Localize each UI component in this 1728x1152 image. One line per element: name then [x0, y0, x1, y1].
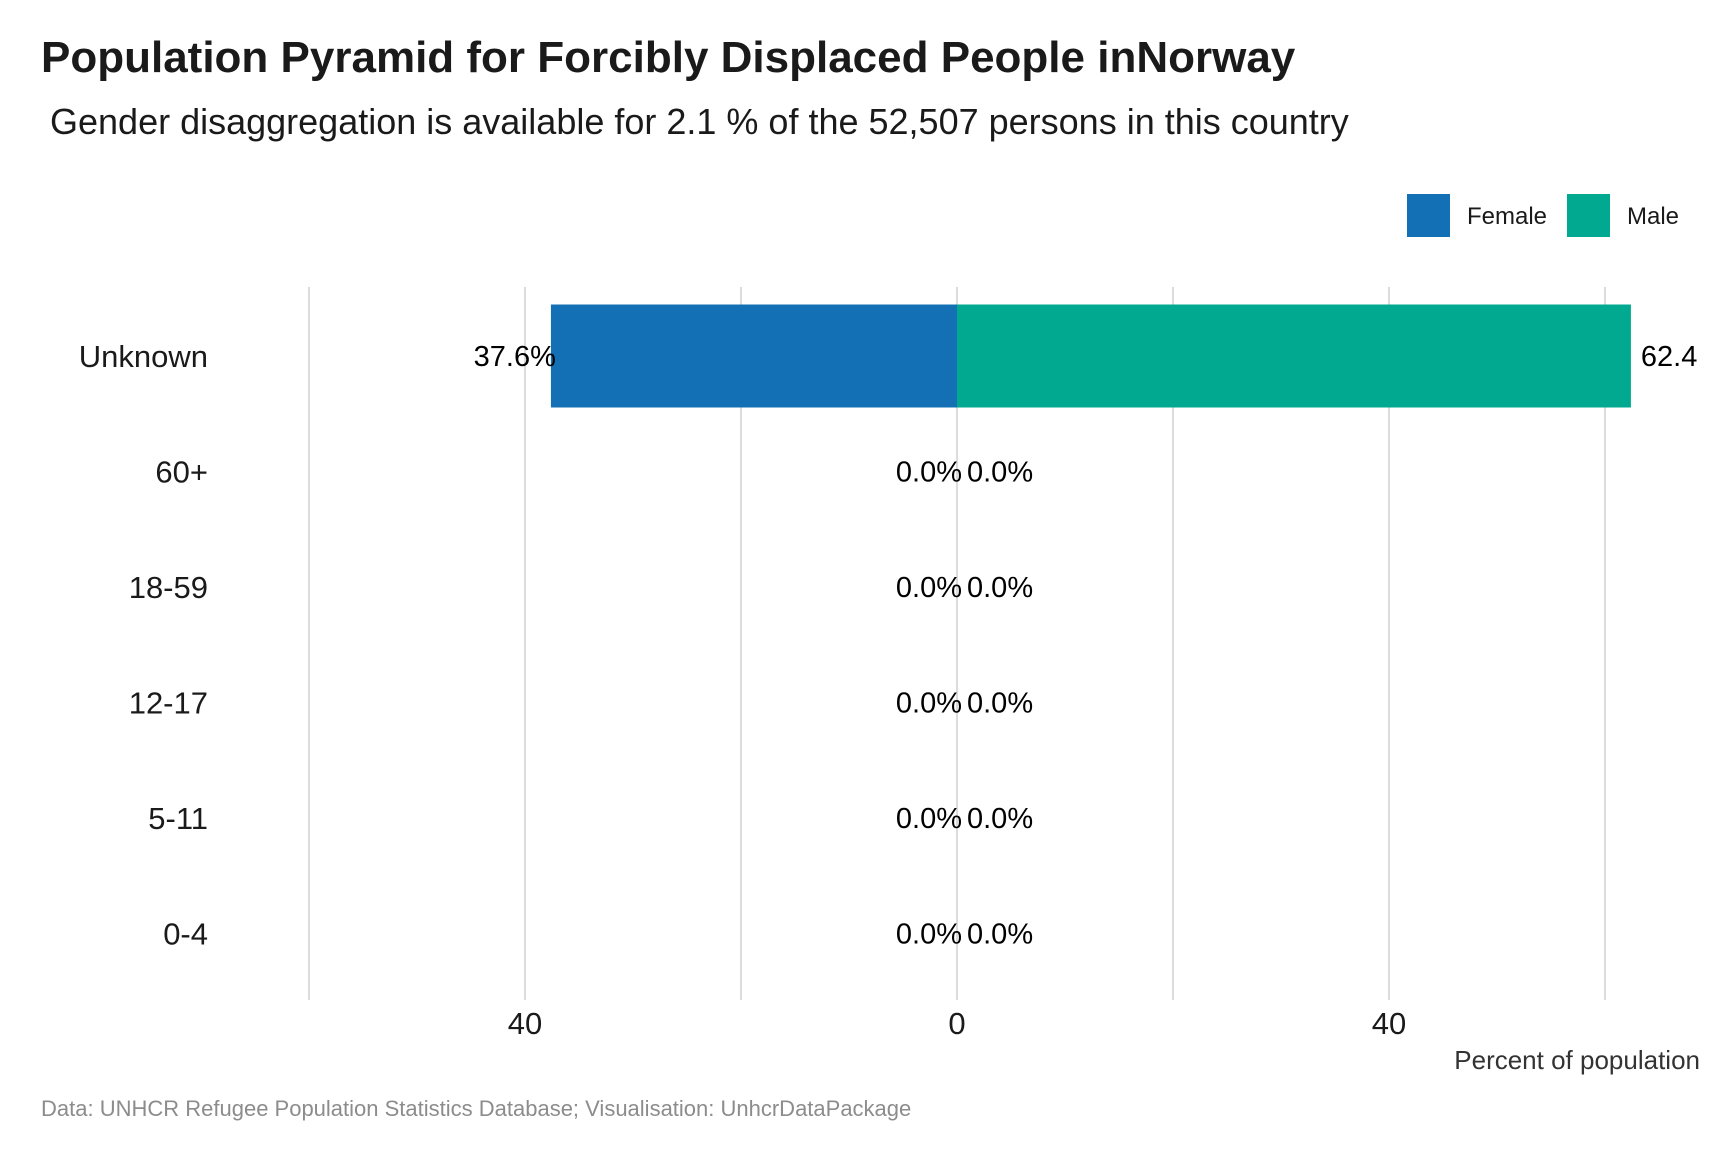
- chart-caption: Data: UNHCR Refugee Population Statistic…: [41, 1096, 911, 1121]
- legend-swatch-female: [1407, 194, 1450, 237]
- data-label-male: 0.0%: [967, 457, 1033, 489]
- data-label-male: 0.0%: [967, 919, 1033, 951]
- data-label-male: 0.0%: [967, 688, 1033, 720]
- data-labels: 37.6% 62.40.0% 0.0%0.0% 0.0%0.0% 0.0%0.0% 0.0…: [474, 341, 1698, 951]
- category-labels: Unknown 60+ 18-59 12-17 5-11 0-4: [79, 339, 208, 952]
- category-label: 0-4: [163, 917, 208, 952]
- legend-label-female: Female: [1467, 203, 1547, 230]
- data-label-female: 0.0%: [896, 803, 962, 835]
- chart-subtitle: Gender disaggregation is available for 2…: [50, 101, 1349, 142]
- data-label-female: 37.6%: [474, 341, 556, 373]
- tick-label: 40: [1372, 1006, 1406, 1041]
- category-label: 60+: [155, 455, 208, 490]
- x-axis-title: Percent of population: [1454, 1045, 1700, 1075]
- legend: Female Male: [1407, 194, 1679, 237]
- category-label: 18-59: [129, 570, 208, 605]
- bars: [550, 304, 1631, 408]
- data-label-female: 0.0%: [896, 688, 962, 720]
- category-label: Unknown: [79, 339, 208, 374]
- data-label-female: 0.0%: [896, 919, 962, 951]
- category-label: 5-11: [148, 801, 208, 836]
- data-label-female: 0.0%: [896, 457, 962, 489]
- tick-label: 0: [948, 1006, 965, 1041]
- legend-swatch-male: [1567, 194, 1610, 237]
- chart-title: Population Pyramid for Forcibly Displace…: [41, 33, 1296, 82]
- category-label: 12-17: [129, 686, 208, 721]
- data-label-female: 0.0%: [896, 572, 962, 604]
- data-label-male: 62.4: [1641, 341, 1697, 373]
- legend-label-male: Male: [1627, 203, 1679, 230]
- data-label-male: 0.0%: [967, 572, 1033, 604]
- x-axis-ticks: 40 0 40: [508, 1006, 1406, 1041]
- tick-label: 40: [508, 1006, 542, 1041]
- data-label-male: 0.0%: [967, 803, 1033, 835]
- bar-female-Unknown: [550, 304, 957, 408]
- bar-male-Unknown: [957, 304, 1631, 408]
